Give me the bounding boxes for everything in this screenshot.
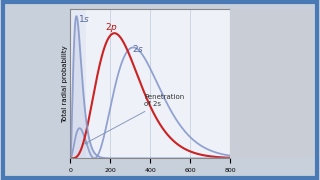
Text: $2s$: $2s$ (132, 43, 145, 54)
Text: Penetration
of 2s: Penetration of 2s (85, 94, 185, 144)
Bar (70, 9, 86, 158)
Text: $2p$: $2p$ (105, 21, 118, 34)
Text: $1s$: $1s$ (78, 13, 90, 24)
Y-axis label: Total radial probability: Total radial probability (62, 45, 68, 123)
